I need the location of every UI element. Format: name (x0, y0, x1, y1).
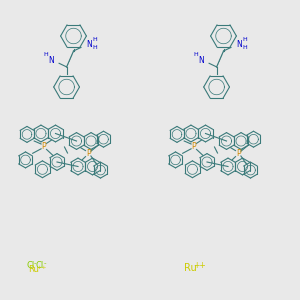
Text: N: N (48, 56, 54, 65)
Text: Ru: Ru (28, 266, 39, 274)
Text: H: H (194, 52, 199, 57)
Text: Cl: Cl (36, 261, 44, 270)
Text: N: N (236, 40, 242, 50)
Text: P: P (236, 149, 241, 158)
Text: N: N (198, 56, 204, 65)
Text: ++: ++ (37, 266, 47, 270)
Text: H: H (242, 37, 247, 42)
Text: ++: ++ (194, 261, 206, 270)
Text: H: H (92, 37, 97, 42)
Text: Cl: Cl (26, 261, 35, 270)
Text: N: N (86, 40, 92, 50)
Text: -: - (44, 260, 46, 266)
Text: P: P (191, 142, 196, 151)
Text: -: - (34, 260, 36, 266)
Text: Ru: Ru (184, 262, 197, 273)
Text: P: P (86, 149, 91, 158)
Text: H: H (242, 45, 247, 50)
Text: P: P (41, 142, 46, 151)
Text: H: H (92, 45, 97, 50)
Text: H: H (44, 52, 49, 57)
